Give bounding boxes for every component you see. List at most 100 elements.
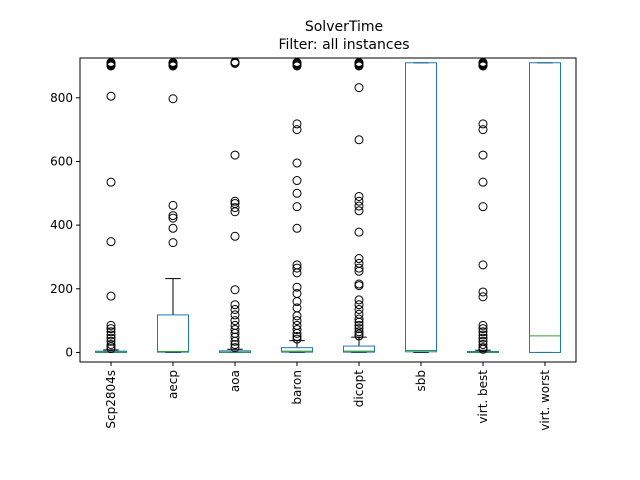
box <box>343 345 375 353</box>
outlier-point <box>230 316 240 326</box>
outlier-point <box>354 266 364 276</box>
outlier-point <box>106 177 116 187</box>
outlier-point <box>230 336 240 346</box>
outlier-point <box>292 176 302 186</box>
outlier-point <box>230 203 240 213</box>
outlier-point <box>478 324 488 334</box>
x-tick-label: baron <box>290 370 304 405</box>
x-tick-label: virt. best <box>476 370 490 424</box>
box-group <box>95 57 127 354</box>
y-tick-label: 0 <box>65 345 73 359</box>
outlier-point <box>230 196 240 206</box>
box <box>529 62 561 353</box>
outlier-point <box>478 339 488 349</box>
outlier-point <box>478 327 488 337</box>
outlier-point <box>168 211 178 221</box>
chart-subtitle: Filter: all instances <box>278 37 409 53</box>
outlier-point <box>478 333 488 343</box>
outlier-point <box>292 119 302 129</box>
outlier-point <box>292 61 302 71</box>
outlier-point <box>292 316 302 326</box>
outlier-point <box>478 330 488 340</box>
outlier-point <box>354 191 364 201</box>
outlier-point <box>168 61 178 71</box>
y-axis: 0 200 400 600 800 <box>50 91 80 359</box>
x-tick-label: virt. worst <box>538 370 552 431</box>
box-group <box>405 62 437 353</box>
outlier-point <box>106 333 116 343</box>
outlier-point <box>106 237 116 247</box>
outlier-point <box>168 223 178 233</box>
outlier-point <box>478 119 488 129</box>
outlier-point <box>106 339 116 349</box>
outlier-point <box>354 324 364 334</box>
box <box>157 314 189 353</box>
outlier-point <box>478 150 488 160</box>
box <box>405 62 437 353</box>
plot-frame <box>79 57 577 363</box>
outlier-point <box>354 331 364 341</box>
x-tick-label: Scp2804s <box>104 370 118 429</box>
box-group <box>343 57 375 353</box>
outlier-point <box>354 320 364 330</box>
outlier-point <box>292 202 302 212</box>
outlier-point <box>106 324 116 334</box>
outlier-point <box>478 260 488 270</box>
box-group <box>219 57 251 353</box>
outlier-point <box>354 309 364 319</box>
outlier-point <box>230 304 240 314</box>
outlier-point <box>292 158 302 168</box>
outlier-point <box>230 58 240 68</box>
x-tick-label: aoa <box>228 370 242 392</box>
outlier-point <box>292 188 302 198</box>
y-tick-label: 800 <box>50 91 73 105</box>
outlier-point <box>106 61 116 71</box>
outlier-point <box>106 327 116 337</box>
outlier-point <box>230 285 240 295</box>
outlier-point <box>230 300 240 310</box>
outlier-point <box>106 91 116 101</box>
y-tick-label: 600 <box>50 154 73 168</box>
box <box>281 347 313 353</box>
outlier-point <box>478 125 488 135</box>
outlier-point <box>292 297 302 307</box>
outlier-point <box>230 231 240 241</box>
outlier-point <box>354 263 364 273</box>
outlier-point <box>292 328 302 338</box>
outlier-point <box>230 150 240 160</box>
outlier-point <box>168 213 178 223</box>
outlier-point <box>354 327 364 337</box>
outlier-point <box>478 320 488 330</box>
outlier-point <box>354 300 364 310</box>
outlier-point <box>354 61 364 71</box>
outlier-point <box>230 207 240 217</box>
outlier-point <box>354 258 364 268</box>
outlier-point <box>354 135 364 145</box>
y-tick-label: 200 <box>50 282 73 296</box>
box-group <box>467 57 499 354</box>
outlier-point <box>292 125 302 135</box>
outlier-point <box>354 295 364 305</box>
outlier-point <box>354 254 364 264</box>
outlier-point <box>354 314 364 324</box>
x-axis: Scp2804s aecp aoa baron dicopt sbb virt. best v… <box>104 362 552 431</box>
outlier-point <box>230 339 240 349</box>
outlier-point <box>106 320 116 330</box>
outlier-point <box>354 196 364 206</box>
outlier-point <box>292 263 302 273</box>
x-tick-label: aecp <box>166 370 180 399</box>
outlier-point <box>478 177 488 187</box>
box-group <box>157 57 189 353</box>
outlier-point <box>230 343 240 353</box>
outlier-point <box>168 238 178 248</box>
outlier-point <box>168 94 178 104</box>
outlier-point <box>354 201 364 211</box>
outlier-point <box>168 200 178 210</box>
x-tick-label: dicopt <box>352 370 366 408</box>
outlier-point <box>354 227 364 237</box>
box-group <box>281 57 313 353</box>
x-tick-label: sbb <box>414 370 428 392</box>
outlier-point <box>354 317 364 327</box>
outlier-point <box>292 268 302 278</box>
